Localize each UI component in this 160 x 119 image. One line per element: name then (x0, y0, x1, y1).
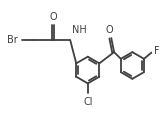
Text: Br: Br (7, 35, 18, 45)
Text: F: F (154, 46, 160, 56)
Text: O: O (105, 25, 113, 35)
Text: O: O (49, 12, 57, 22)
Text: Cl: Cl (83, 97, 92, 107)
Text: NH: NH (72, 25, 86, 35)
